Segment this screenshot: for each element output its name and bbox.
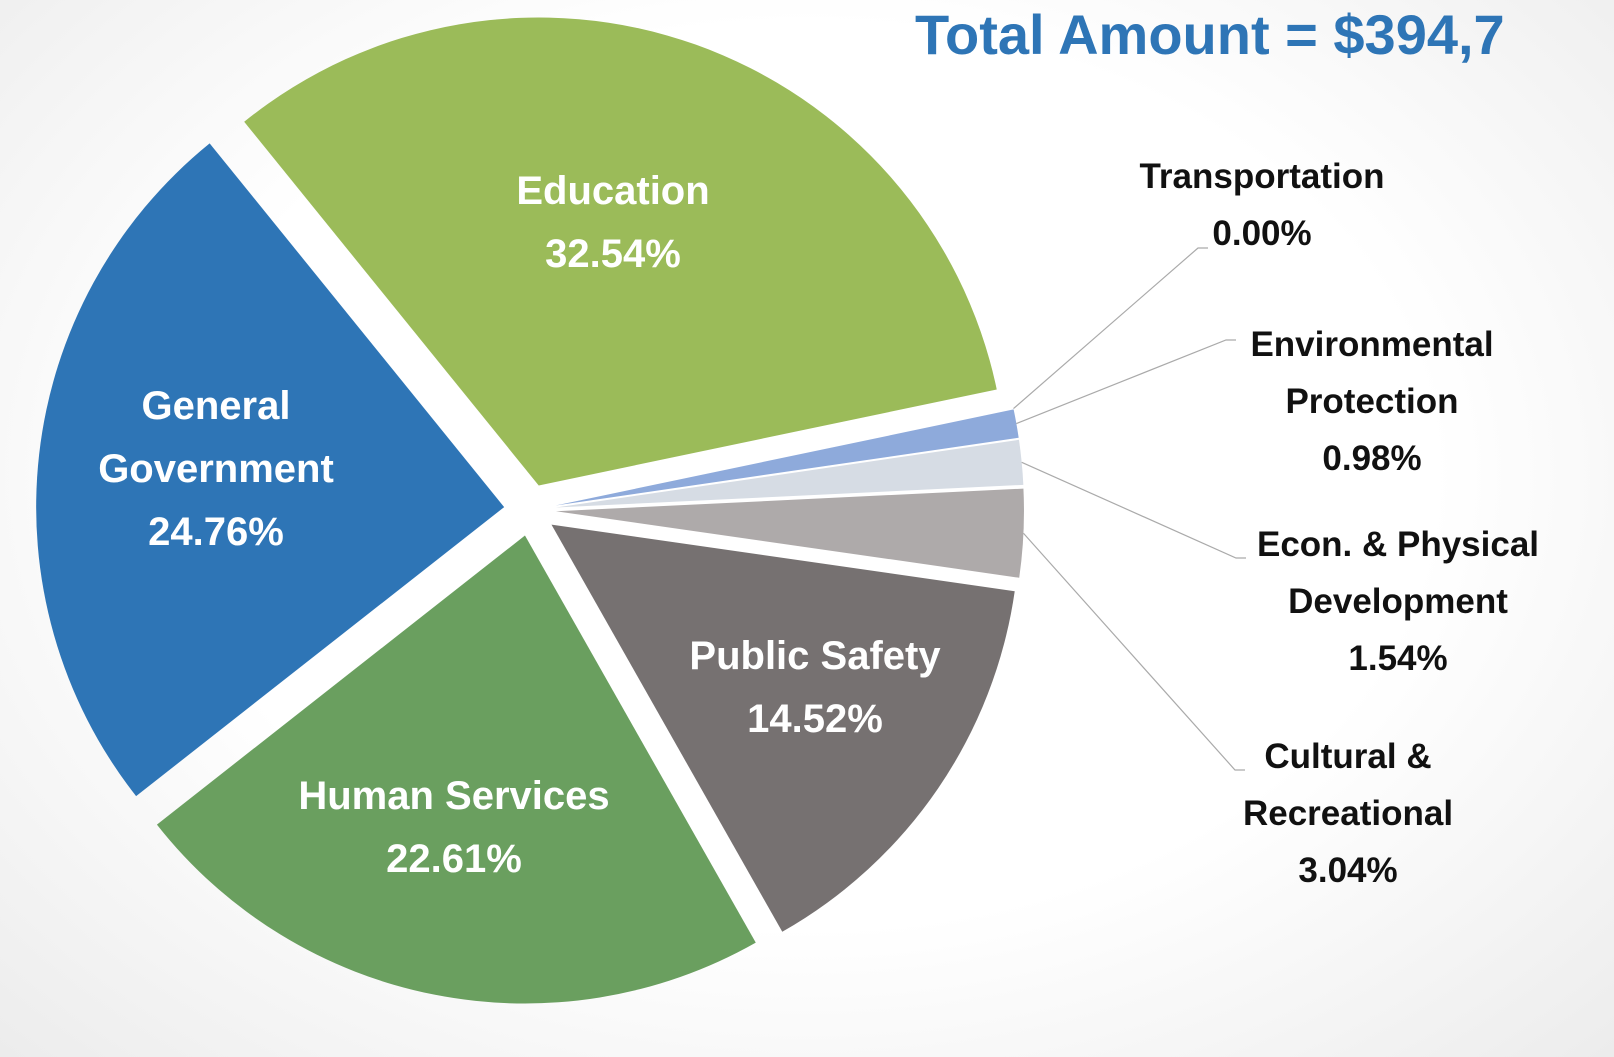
- category-name: Econ. & Physical Development: [1256, 525, 1540, 621]
- pie-slice: [36, 143, 505, 797]
- value-label: 22.61%: [386, 837, 522, 881]
- value-label: 0.98%: [1322, 439, 1422, 478]
- pie-slice: [555, 409, 1019, 506]
- value-label: 14.52%: [747, 697, 883, 741]
- category-name: Public Safety: [689, 634, 941, 678]
- pie-slice: [156, 535, 756, 1004]
- category-name: General Government: [98, 384, 334, 491]
- value-label: 3.04%: [1298, 851, 1398, 890]
- pie-slice: [555, 488, 1024, 578]
- slice-label: Environmental Protection 0.98%: [1222, 316, 1522, 487]
- leader-line: [1021, 461, 1246, 559]
- leader-line: [1013, 247, 1208, 410]
- pie-slice: [551, 524, 1015, 932]
- slice-label: Public Safety 14.52%: [655, 625, 975, 751]
- category-name: Transportation: [1139, 157, 1385, 196]
- chart-title: Total Amount = $394,7: [915, 3, 1505, 66]
- category-name: Education: [516, 169, 710, 213]
- pie-slice: [555, 439, 1024, 508]
- slice-label: Human Services 22.61%: [254, 765, 654, 891]
- slice-label: Education 32.54%: [463, 160, 763, 286]
- value-label: 32.54%: [545, 232, 681, 276]
- category-name: Cultural & Recreational: [1242, 737, 1454, 833]
- value-label: 24.76%: [148, 510, 284, 554]
- slice-label: Transportation 0.00%: [1102, 148, 1422, 262]
- leader-line: [1023, 532, 1245, 771]
- value-label: 0.00%: [1212, 214, 1312, 253]
- slice-label: Econ. & Physical Development 1.54%: [1228, 516, 1568, 687]
- leader-line: [1016, 339, 1236, 425]
- slice-label: General Government 24.76%: [66, 375, 366, 564]
- value-label: 1.54%: [1348, 639, 1448, 678]
- category-name: Environmental Protection: [1250, 325, 1494, 421]
- slice-label: Cultural & Recreational 3.04%: [1218, 728, 1478, 899]
- pie-slice: [244, 17, 997, 486]
- category-name: Human Services: [298, 774, 610, 818]
